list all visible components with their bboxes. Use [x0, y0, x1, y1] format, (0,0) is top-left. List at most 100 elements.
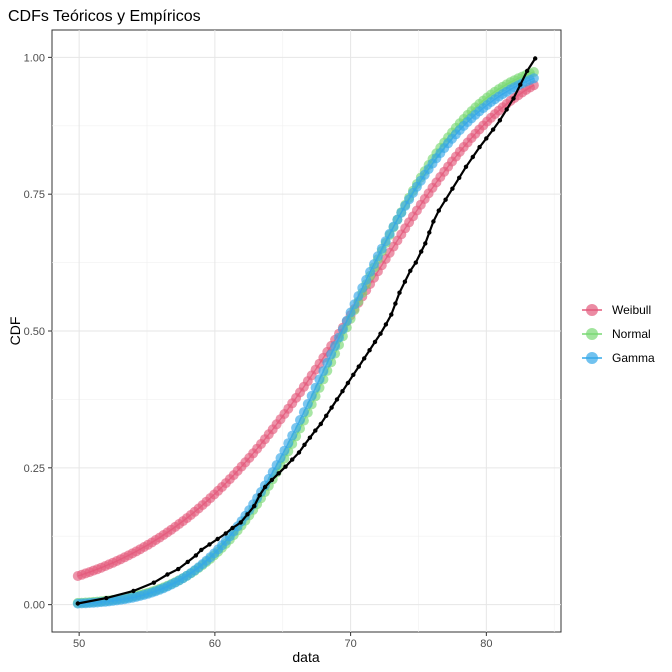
y-tick-label: 1.00 [24, 52, 45, 64]
empirical-point [199, 547, 204, 553]
empirical-point [75, 601, 81, 606]
empirical-layer [75, 56, 538, 606]
data-point [337, 324, 348, 335]
empirical-point [477, 144, 482, 150]
legend-item-normal: Normal [582, 327, 651, 341]
empirical-point [329, 405, 334, 410]
empirical-point [427, 230, 432, 235]
legend-label: Gamma [612, 351, 655, 365]
empirical-point [223, 531, 228, 536]
empirical-point [402, 279, 408, 284]
empirical-point [230, 525, 235, 531]
data-point [326, 349, 337, 360]
empirical-point [238, 520, 243, 525]
x-tick-label: 50 [73, 638, 85, 650]
empirical-line [77, 57, 537, 605]
data-point [365, 266, 376, 277]
empirical-point [497, 118, 503, 123]
data-point [306, 390, 317, 401]
empirical-point [207, 542, 212, 547]
y-tick-label: 0.75 [24, 189, 45, 201]
empirical-point [176, 566, 181, 572]
empirical-point [457, 175, 462, 180]
x-tick-label: 60 [209, 638, 221, 650]
empirical-point [378, 331, 383, 336]
data-point [361, 274, 372, 285]
data-point [372, 251, 383, 262]
y-tick-label: 0.25 [24, 463, 45, 475]
chart-title: CDFs Teóricos y Empíricos [8, 8, 201, 25]
x-tick-label: 70 [344, 638, 356, 650]
empirical-point [511, 96, 516, 101]
data-point [357, 282, 368, 293]
y-axis-title: CDF [7, 317, 23, 346]
y-tick-label: 0.50 [24, 326, 45, 338]
empirical-point [245, 512, 250, 517]
empirical-point [104, 595, 109, 601]
data-point [322, 357, 333, 368]
empirical-point [351, 372, 356, 377]
x-axis-title: data [292, 649, 319, 665]
empirical-point [290, 457, 295, 462]
empirical-point [151, 580, 156, 585]
empirical-point [131, 588, 136, 594]
empirical-point [252, 503, 257, 509]
empirical-point [193, 553, 199, 558]
data-point [302, 399, 313, 409]
empirical-point [334, 397, 340, 402]
legend-label: Weibull [612, 303, 651, 317]
empirical-point [367, 348, 372, 353]
data-point [369, 259, 379, 270]
empirical-point [490, 127, 496, 132]
data-point [334, 332, 344, 343]
data-point [283, 438, 294, 449]
empirical-point [450, 186, 455, 191]
empirical-point [524, 68, 530, 74]
empirical-point [276, 471, 281, 476]
data-point [310, 382, 321, 393]
empirical-point [484, 136, 489, 141]
data-point [341, 315, 352, 326]
empirical-point [345, 380, 351, 386]
empirical-point [389, 312, 394, 317]
empirical-point [413, 260, 418, 265]
data-point [295, 415, 305, 425]
empirical-point [443, 197, 448, 202]
data-point [345, 307, 356, 318]
legend: Weibull Normal Gamma [582, 303, 655, 365]
empirical-point [533, 56, 538, 61]
empirical-point [372, 339, 378, 345]
data-point [376, 243, 387, 254]
data-point [291, 422, 302, 433]
data-point [279, 445, 290, 456]
empirical-point [307, 435, 313, 440]
empirical-point [423, 241, 428, 246]
data-point [330, 341, 341, 351]
data-point [349, 299, 360, 310]
empirical-point [518, 82, 523, 87]
empirical-point [383, 322, 389, 327]
empirical-point [504, 107, 509, 112]
legend-swatch [586, 328, 598, 340]
empirical-point [397, 290, 402, 295]
empirical-point [283, 464, 288, 469]
data-point [528, 73, 539, 84]
data-point [380, 236, 391, 247]
data-point [318, 366, 329, 377]
empirical-point [431, 219, 436, 224]
empirical-point [262, 484, 268, 490]
empirical-point [463, 164, 469, 169]
empirical-point [215, 536, 220, 542]
empirical-point [340, 389, 345, 394]
y-tick-label: 0.00 [24, 600, 45, 612]
empirical-point [470, 154, 475, 160]
empirical-point [393, 301, 398, 306]
empirical-point [302, 442, 307, 447]
empirical-point [296, 450, 302, 455]
empirical-point [269, 477, 275, 483]
y-axis: 0.00 0.25 0.50 0.75 1.00 [24, 52, 52, 612]
empirical-point [356, 364, 361, 369]
data-point [298, 407, 309, 418]
